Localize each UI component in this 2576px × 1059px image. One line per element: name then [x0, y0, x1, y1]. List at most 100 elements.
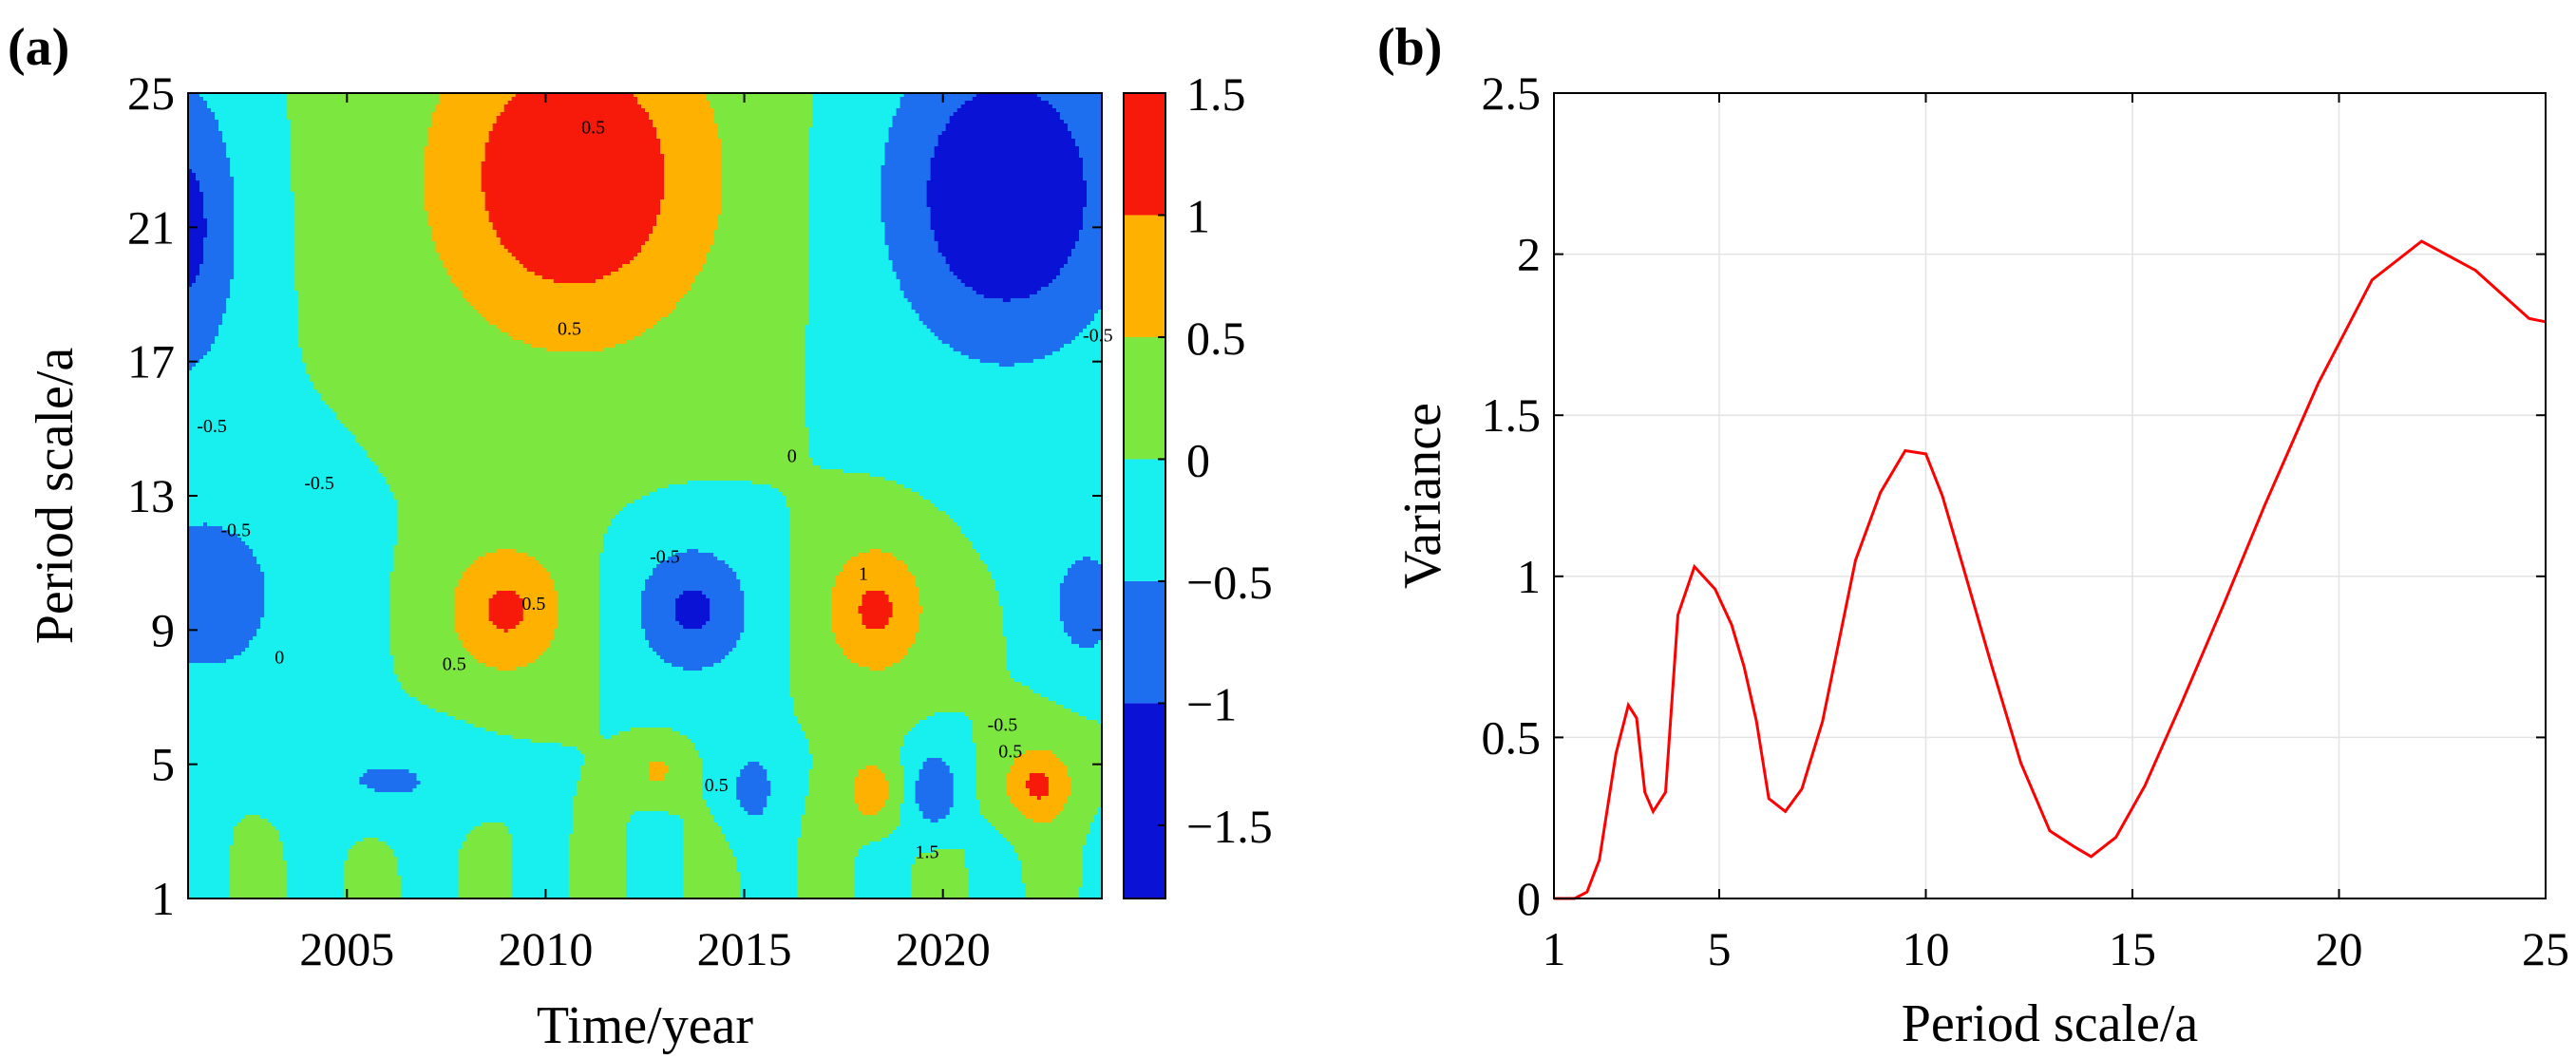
heatmap-cell	[188, 629, 257, 634]
heatmap-cell	[881, 192, 928, 197]
heatmap-cell	[397, 864, 460, 869]
heatmap-cell	[234, 838, 281, 842]
heatmap-cell	[237, 534, 399, 539]
heatmap-cell	[884, 667, 1008, 671]
heatmap-cell	[188, 826, 235, 831]
heatmap-cell	[1002, 625, 1065, 630]
heatmap-cell	[1067, 796, 1102, 801]
heatmap-cell	[496, 116, 650, 121]
heatmap-cell	[968, 716, 1088, 721]
heatmap-cell	[188, 291, 231, 295]
heatmap-cell	[1029, 777, 1050, 782]
heatmap-cell	[1013, 762, 1065, 766]
heatmap-cell	[287, 864, 346, 869]
heatmap-cell	[839, 572, 913, 577]
heatmap-cell	[1032, 359, 1102, 364]
heatmap-cell	[702, 591, 746, 596]
heatmap-cell	[526, 553, 600, 558]
heatmap-cell	[740, 587, 791, 592]
heatmap-cell	[576, 781, 703, 785]
heatmap-cell	[625, 891, 684, 896]
heatmap-cell	[188, 116, 216, 121]
heatmap-cell	[1078, 332, 1102, 337]
heatmap-cell	[530, 344, 616, 349]
heatmap-cell	[664, 169, 722, 174]
heatmap-cell	[602, 348, 806, 352]
heatmap-cell	[763, 766, 814, 770]
heatmap-cell	[313, 382, 806, 387]
heatmap-cell	[625, 857, 684, 861]
heatmap-cell	[797, 887, 856, 892]
heatmap-cell	[1063, 264, 1102, 269]
heatmap-cell	[957, 522, 1102, 527]
heatmap-cell	[294, 264, 445, 269]
heatmap-cell	[294, 256, 441, 261]
heatmap-cell	[968, 538, 1102, 542]
heatmap-cell	[1078, 712, 1102, 717]
heatmap-cell	[188, 420, 342, 425]
heatmap-cell	[907, 652, 1008, 656]
heatmap-cell	[1029, 773, 1046, 778]
heatmap-cell	[645, 579, 742, 584]
contour-label: 1.5	[915, 842, 938, 863]
heatmap-cell	[808, 207, 882, 212]
heatmap-cell	[291, 165, 426, 170]
heatmap-cell	[344, 424, 806, 428]
colorbar-tick-label: 1.5	[1186, 67, 1246, 121]
heatmap-cell	[234, 256, 296, 261]
heatmap-cell	[583, 762, 650, 766]
heatmap-cell	[614, 515, 791, 520]
heatmap-cell	[431, 123, 494, 128]
heatmap-cell	[222, 526, 399, 531]
heatmap-cell	[188, 690, 407, 694]
heatmap-cell	[789, 534, 966, 539]
heatmap-cell	[237, 823, 273, 827]
heatmap-cell	[949, 344, 1065, 349]
heatmap-cell	[458, 579, 555, 584]
heatmap-cell	[500, 241, 646, 246]
heatmap-cell	[484, 158, 665, 162]
contour-label: -0.5	[1083, 325, 1113, 346]
heatmap-cell	[1048, 777, 1072, 782]
heatmap-cell	[664, 177, 722, 181]
heatmap-cell	[1002, 610, 1061, 615]
heatmap-cell	[234, 203, 296, 208]
heatmap-cell	[645, 629, 746, 634]
heatmap-cell	[188, 750, 581, 755]
heatmap-cell	[1059, 610, 1102, 615]
contour-label: 0.5	[581, 117, 605, 138]
heatmap-cell	[660, 150, 722, 155]
heatmap-cell	[797, 849, 860, 854]
heatmap-cell	[835, 576, 917, 580]
heatmap-cell	[188, 640, 250, 645]
heatmap-cell	[960, 279, 1053, 284]
x-tick-label: 10	[1903, 922, 1950, 975]
heatmap-cell	[188, 131, 223, 136]
heatmap-cell	[598, 705, 795, 709]
heatmap-cell	[892, 123, 947, 128]
heatmap-cell	[348, 857, 399, 861]
heatmap-cell	[767, 796, 806, 801]
heatmap-cell	[808, 435, 1102, 440]
heatmap-cell	[892, 663, 1008, 668]
heatmap-cell	[721, 196, 810, 200]
heatmap-cell	[260, 621, 391, 626]
heatmap-cell	[679, 731, 806, 736]
heatmap-cell	[188, 777, 361, 782]
heatmap-cell	[854, 895, 913, 898]
heatmap-cell	[317, 389, 806, 394]
heatmap-cell	[888, 131, 943, 136]
heatmap-cell	[488, 321, 657, 326]
heatmap-cell	[389, 652, 471, 656]
heatmap-cell	[979, 553, 1102, 558]
heatmap-cell	[1063, 625, 1102, 630]
heatmap-cell	[945, 762, 977, 766]
heatmap-cell	[812, 120, 894, 124]
heatmap-cell	[1059, 602, 1102, 607]
colorbar-block	[1124, 459, 1165, 581]
heatmap-cell	[881, 199, 928, 204]
heatmap-cell	[888, 249, 939, 254]
heatmap-cell	[1089, 830, 1102, 835]
heatmap-cell	[919, 769, 951, 774]
heatmap-cell	[998, 595, 1061, 599]
